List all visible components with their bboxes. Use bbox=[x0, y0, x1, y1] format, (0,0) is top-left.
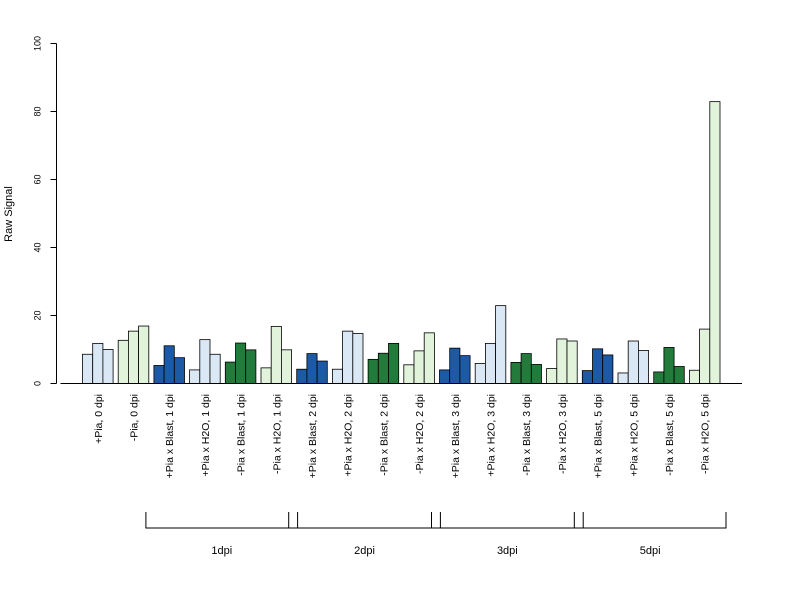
y-tick-label: 100 bbox=[33, 36, 43, 51]
bar bbox=[653, 371, 665, 384]
bar bbox=[495, 305, 507, 384]
bar bbox=[102, 349, 114, 384]
bar bbox=[352, 333, 364, 384]
x-tick-label: +Pia x H2O, 1 dpi bbox=[200, 394, 212, 477]
y-tick-label: 20 bbox=[33, 310, 43, 320]
bar bbox=[474, 363, 486, 384]
group-bracket bbox=[145, 512, 299, 529]
x-tick-label: +Pia x Blast, 3 dpi bbox=[450, 394, 462, 478]
bar bbox=[663, 347, 675, 384]
bar bbox=[581, 370, 593, 384]
x-tick-label: +Pia x H2O, 5 dpi bbox=[628, 394, 640, 477]
bar bbox=[510, 362, 522, 384]
bar bbox=[153, 365, 165, 384]
x-tick-label: -Pia x Blast, 5 dpi bbox=[664, 394, 676, 476]
x-tick-label: +Pia x Blast, 5 dpi bbox=[593, 394, 605, 478]
bar bbox=[439, 369, 451, 384]
group-label: 5dpi bbox=[640, 545, 661, 557]
bar bbox=[117, 339, 129, 384]
bar bbox=[423, 332, 435, 384]
y-tick-label: 40 bbox=[33, 242, 43, 252]
bar bbox=[127, 330, 139, 384]
bar bbox=[403, 364, 415, 384]
group-bracket bbox=[573, 512, 727, 529]
bar bbox=[638, 350, 650, 384]
bar bbox=[280, 349, 292, 384]
bar bbox=[689, 369, 701, 384]
bar bbox=[270, 325, 282, 384]
bar bbox=[709, 101, 721, 384]
bars bbox=[82, 101, 721, 384]
y-axis: 0 20 40 60 80 100 bbox=[33, 36, 57, 386]
x-tick-label: -Pia, 0 dpi bbox=[129, 394, 141, 441]
bar bbox=[592, 348, 604, 384]
x-tick-label: +Pia x H2O, 3 dpi bbox=[486, 394, 498, 477]
bar bbox=[138, 325, 150, 384]
bar bbox=[388, 342, 400, 384]
bar bbox=[617, 372, 629, 384]
bar bbox=[602, 354, 614, 384]
bar bbox=[235, 342, 247, 384]
bar bbox=[173, 357, 185, 384]
bar bbox=[673, 366, 685, 384]
bar bbox=[449, 347, 461, 384]
bar bbox=[546, 368, 558, 384]
x-tick-label: -Pia x H2O, 3 dpi bbox=[557, 394, 569, 474]
group-label: 3dpi bbox=[497, 545, 518, 557]
bar bbox=[377, 352, 389, 384]
bar bbox=[459, 355, 471, 384]
y-tick-label: 0 bbox=[33, 381, 43, 386]
bar bbox=[367, 358, 379, 384]
bar bbox=[530, 364, 542, 384]
bar bbox=[342, 330, 354, 384]
y-axis-title: Raw Signal bbox=[3, 186, 15, 242]
bar bbox=[189, 369, 201, 384]
bar bbox=[316, 360, 328, 384]
bar bbox=[520, 353, 532, 384]
y-tick-label: 80 bbox=[33, 106, 43, 116]
x-tick-label: -Pia x Blast, 2 dpi bbox=[378, 394, 390, 476]
group-brackets: 1dpi 2dpi 3dpi 5dpi bbox=[145, 512, 727, 557]
bar bbox=[92, 342, 104, 384]
group-bracket bbox=[288, 512, 441, 529]
bar bbox=[413, 350, 425, 384]
bar bbox=[163, 345, 175, 384]
bar bbox=[306, 353, 318, 384]
x-tick-label: -Pia x Blast, 1 dpi bbox=[236, 394, 248, 476]
bar bbox=[199, 339, 211, 384]
x-tick-label: -Pia x Blast, 3 dpi bbox=[521, 394, 533, 476]
x-tick-labels: +Pia, 0 dpi -Pia, 0 dpi +Pia x Blast, 1 dp… bbox=[93, 394, 712, 478]
bar bbox=[699, 328, 711, 384]
bar bbox=[566, 340, 578, 384]
group-bracket bbox=[431, 512, 584, 529]
bar bbox=[296, 368, 308, 384]
bar bbox=[82, 353, 94, 384]
group-label: 2dpi bbox=[354, 545, 375, 557]
bar bbox=[224, 361, 236, 384]
bar bbox=[331, 368, 343, 384]
bar bbox=[260, 367, 272, 384]
bar bbox=[484, 342, 496, 384]
bar bbox=[627, 340, 639, 384]
group-label: 1dpi bbox=[211, 545, 232, 557]
x-tick-label: -Pia x H2O, 1 dpi bbox=[271, 394, 283, 474]
x-tick-label: +Pia, 0 dpi bbox=[93, 394, 105, 444]
bar bbox=[556, 338, 568, 384]
y-tick-label: 60 bbox=[33, 174, 43, 184]
x-tick-label: -Pia x H2O, 5 dpi bbox=[700, 394, 712, 474]
x-tick-label: +Pia x Blast, 2 dpi bbox=[307, 394, 319, 478]
x-tick-label: +Pia x Blast, 1 dpi bbox=[164, 394, 176, 478]
bar bbox=[245, 349, 257, 384]
x-tick-label: -Pia x H2O, 2 dpi bbox=[414, 394, 426, 474]
x-tick-label: +Pia x H2O, 2 dpi bbox=[343, 394, 355, 477]
bar bbox=[209, 353, 221, 384]
